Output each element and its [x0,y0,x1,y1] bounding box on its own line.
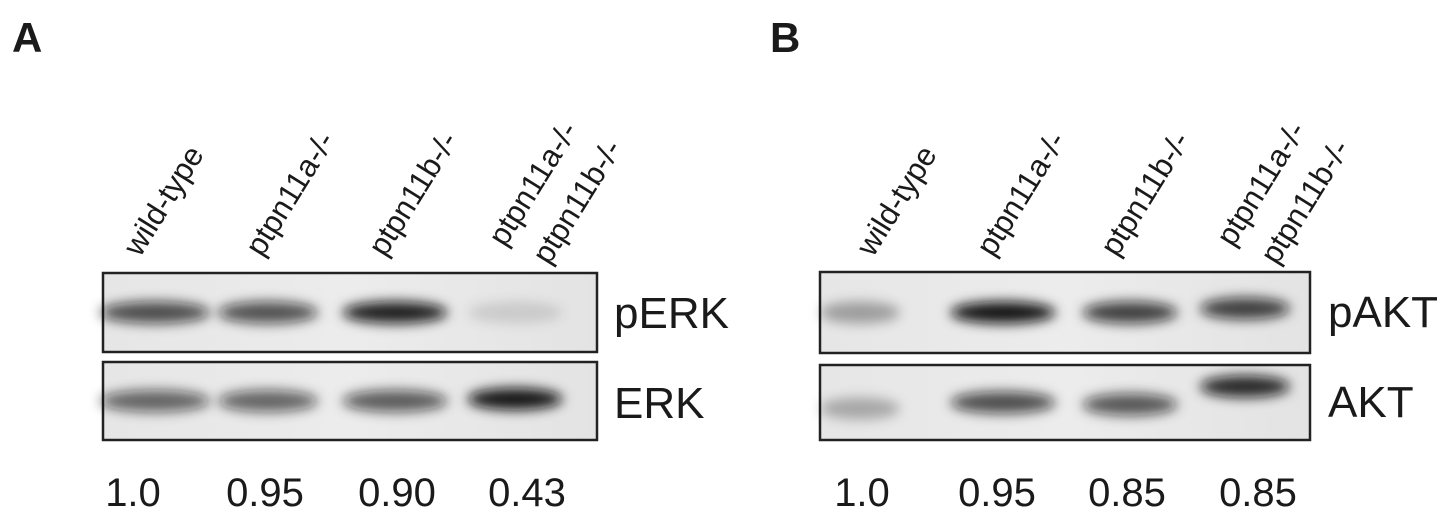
band [467,388,563,410]
blot-bands [100,388,563,412]
band [467,301,563,324]
band [950,301,1056,324]
lane-label: ptpn11b-/- [361,125,464,261]
band [100,301,210,324]
band [1200,297,1290,320]
ratio-value: 1.0 [105,471,161,515]
blot-label: AKT [1328,378,1414,427]
lane-label: ptpn11a-/- [969,125,1072,261]
blot-label: pERK [614,289,729,338]
band [342,390,448,412]
band [820,397,900,420]
blot-label: pAKT [1328,288,1438,337]
band [100,390,210,412]
panel-label: B [770,14,800,61]
band [218,390,318,412]
band [1082,301,1178,324]
lane-label: wild-type [116,139,211,262]
blot-bands [820,375,1290,420]
band [820,301,900,324]
blot-bands [820,297,1290,324]
band [1200,375,1290,398]
lane-label: ptpn11a-/- [238,125,341,261]
ratio-value: 0.85 [1219,471,1297,515]
ratio-value: 1.0 [834,471,890,515]
ratio-value: 0.90 [358,471,436,515]
band [1082,393,1178,416]
blot-bands [100,301,563,324]
panel-label: A [12,14,42,61]
ratio-value: 0.95 [226,471,304,515]
band [218,301,318,324]
lane-label: ptpn11b-/- [1093,125,1196,261]
lane-label: wild-type [849,139,944,262]
ratio-value: 0.95 [958,471,1036,515]
blot-label: ERK [614,379,704,428]
band [950,391,1056,414]
band [342,301,448,324]
ratio-value: 0.85 [1088,471,1166,515]
ratio-value: 0.43 [488,471,566,515]
